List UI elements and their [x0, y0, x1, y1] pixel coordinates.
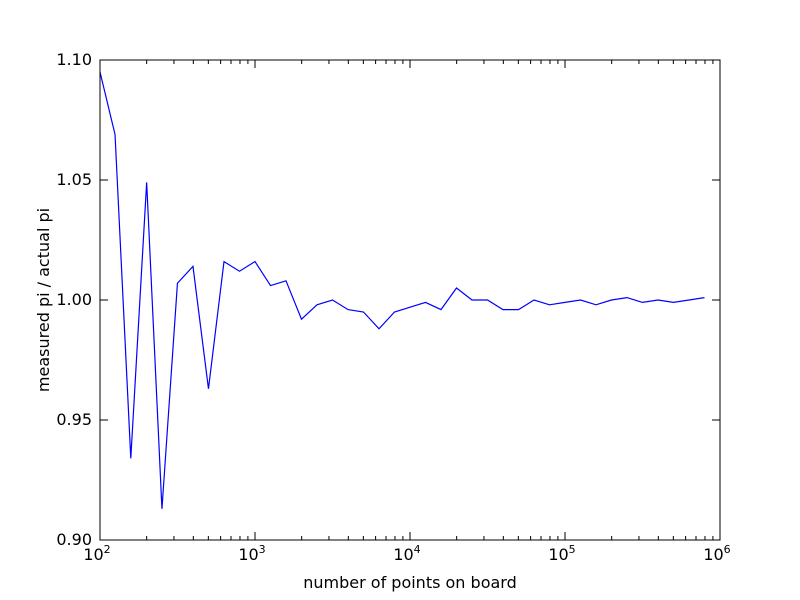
x-tick-label: 105 — [548, 543, 575, 564]
x-tick-exponent: 5 — [569, 543, 576, 556]
y-tick-label: 1.00 — [56, 290, 92, 309]
x-tick-label: 106 — [703, 543, 730, 564]
plot-background — [100, 60, 720, 540]
x-tick-exponent: 3 — [259, 543, 266, 556]
x-tick-label: 103 — [238, 543, 265, 564]
y-axis-title: measured pi / actual pi — [34, 208, 53, 392]
y-tick-label: 1.05 — [56, 170, 92, 189]
x-tick-exponent: 4 — [414, 543, 421, 556]
x-tick-base: 10 — [83, 545, 103, 564]
y-tick-label: 1.10 — [56, 50, 92, 69]
y-tick-label: 0.95 — [56, 410, 92, 429]
x-tick-base: 10 — [703, 545, 723, 564]
x-tick-base: 10 — [393, 545, 413, 564]
x-tick-label: 102 — [83, 543, 110, 564]
x-tick-exponent: 6 — [724, 543, 731, 556]
series-line — [99, 71, 705, 509]
x-tick-base: 10 — [238, 545, 258, 564]
x-tick-exponent: 2 — [104, 543, 111, 556]
plot-frame — [99, 59, 721, 541]
y-tick-label: 0.90 — [56, 530, 92, 549]
x-tick-label: 104 — [393, 543, 420, 564]
x-axis-title: number of points on board — [303, 573, 516, 592]
x-tick-base: 10 — [548, 545, 568, 564]
